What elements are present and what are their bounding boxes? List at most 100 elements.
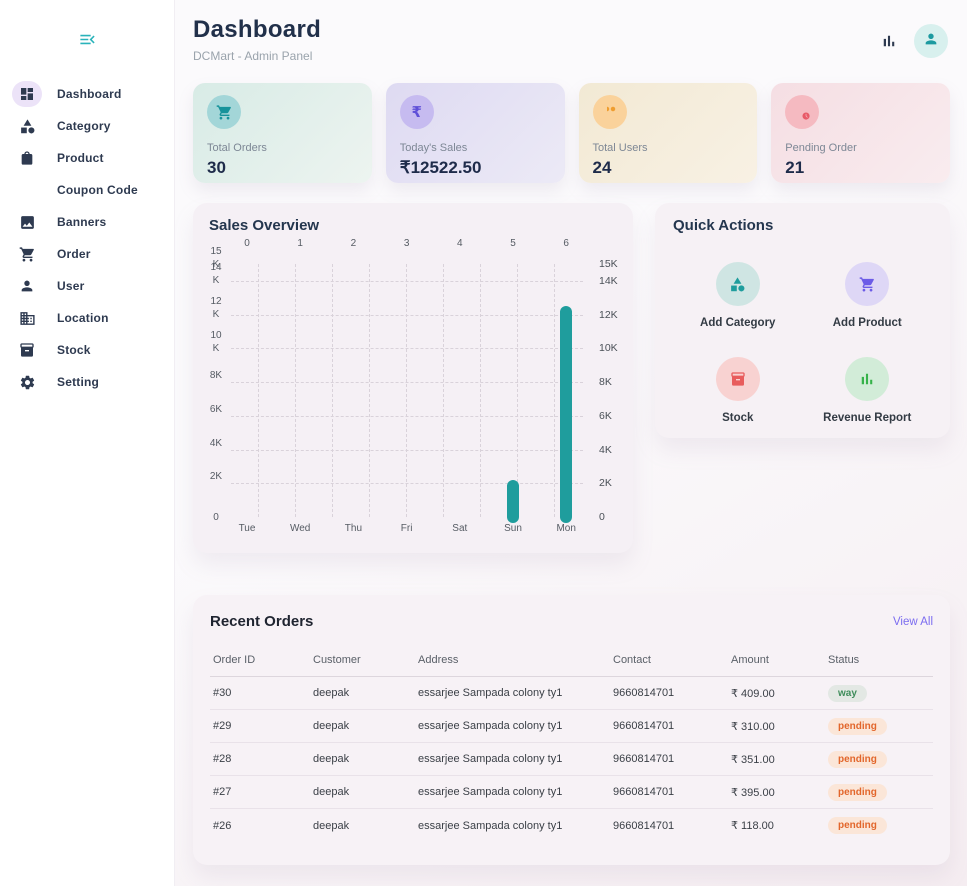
header-actions	[880, 24, 948, 58]
chart-plot-area	[231, 264, 583, 523]
recent-orders-card: Recent Orders View All Order ID Customer A…	[193, 595, 950, 865]
cell-amount: ₹ 395.00	[731, 786, 775, 799]
cell-address: essarjee Sampada colony ty1	[418, 753, 563, 765]
sidebar-item-label: User	[57, 279, 85, 293]
page-header: Dashboard DCMart - Admin Panel	[193, 0, 950, 71]
status-badge: pending	[828, 717, 887, 735]
sidebar-item-setting[interactable]: Setting	[0, 366, 175, 398]
top-axis-label: 1	[297, 238, 303, 249]
y-axis-label-right: 0	[599, 511, 605, 523]
sidebar-toggle-button[interactable]	[0, 30, 175, 54]
y-axis-label-left: 12K	[210, 296, 222, 321]
quick-action-stock[interactable]: Stock	[715, 357, 760, 424]
y-axis-label-left: 6K	[209, 403, 223, 415]
chart-bar-mon[interactable]	[560, 305, 573, 523]
cell-address: essarjee Sampada colony ty1	[418, 687, 563, 699]
table-row: #29 deepak essarjee Sampada colony ty1 9660…	[210, 710, 933, 743]
gridline	[231, 415, 583, 417]
stat-card-total-orders: Total Orders 30	[193, 83, 372, 183]
main-content: Dashboard DCMart - Admin Panel Total Ord…	[175, 0, 967, 886]
stat-label: Total Users	[592, 142, 648, 154]
y-axis-label-right: 8K	[599, 376, 612, 389]
location-icon	[12, 305, 42, 331]
sidebar-item-order[interactable]: Order	[0, 238, 175, 270]
column-header: Customer	[313, 654, 361, 666]
top-axis-label: 6	[563, 238, 569, 249]
column-header: Contact	[613, 654, 651, 666]
person-icon	[923, 31, 939, 52]
quick-action-add-product[interactable]: Add Product	[833, 262, 902, 329]
y-axis-label-right: 4K	[599, 443, 612, 456]
dashboard-icon	[12, 81, 42, 107]
recent-orders-title: Recent Orders	[210, 613, 314, 630]
cell-contact: 9660814701	[613, 819, 675, 832]
cell-contact: 9660814701	[613, 786, 675, 798]
x-axis-label: Wed	[289, 523, 311, 534]
table-row: #27 deepak essarjee Sampada colony ty1 9660…	[210, 776, 933, 809]
cell-address: essarjee Sampada colony ty1	[418, 786, 563, 798]
sidebar-item-user[interactable]: User	[0, 270, 175, 302]
cell-order_id: #26	[213, 819, 232, 832]
stat-value: 24	[592, 158, 612, 177]
stat-card-pending-order: Pending Order 21	[771, 83, 950, 183]
x-axis-label: Mon	[556, 523, 576, 534]
sidebar-item-dashboard[interactable]: Dashboard	[0, 78, 175, 110]
users-icon	[592, 95, 627, 129]
gridline	[443, 264, 444, 517]
stat-cards: Total Orders 30 ₹ Today's Sales ₹12522.50 Tot…	[193, 83, 950, 183]
quick-action-label: Stock	[722, 412, 754, 424]
y-axis-label-left: 14K	[210, 262, 222, 287]
view-all-link[interactable]: View All	[892, 615, 933, 628]
sales-overview-chart: 15K 15K 14K 14K 12K 12K 10K 10K 8K 8K 6K 6K 4K 4K 2K 2K…	[209, 238, 618, 538]
cell-customer: deepak	[313, 753, 350, 765]
gridline	[231, 348, 583, 350]
cell-order_id: #29	[213, 720, 232, 732]
stat-card-today's-sales: ₹ Today's Sales ₹12522.50	[385, 83, 565, 183]
sidebar-item-stock[interactable]: Stock	[0, 334, 175, 366]
y-axis-label-right: 10K	[599, 342, 618, 355]
table-header-row: Order ID Customer Address Contact Amount Stat…	[210, 644, 933, 677]
sidebar-item-label: Order	[57, 247, 91, 261]
column-header: Order ID	[213, 654, 256, 666]
cell-status: way	[828, 684, 933, 702]
cell-status: pending	[828, 750, 933, 768]
top-axis-label: 4	[457, 238, 463, 249]
gridline	[480, 264, 481, 517]
sidebar-item-product[interactable]: Product	[0, 142, 175, 174]
column-header: Amount	[731, 654, 769, 666]
quick-action-label: Add Category	[700, 317, 776, 329]
cell-order_id: #28	[213, 753, 232, 765]
stock-icon	[12, 337, 42, 363]
quick-action-revenue-report[interactable]: Revenue Report	[823, 357, 911, 424]
sidebar-item-coupon-code[interactable]: Coupon Code	[0, 174, 175, 206]
x-axis-label: Thu	[344, 523, 363, 534]
sidebar-item-banners[interactable]: Banners	[0, 206, 175, 238]
status-badge: pending	[828, 783, 887, 801]
bar-chart-icon[interactable]	[880, 32, 898, 50]
y-axis-label-right: 2K	[599, 477, 612, 490]
user-avatar[interactable]	[914, 24, 948, 58]
gridline	[231, 483, 583, 485]
product-icon	[12, 145, 42, 171]
sales-overview-title: Sales Overview	[209, 217, 320, 234]
x-axis-label: Tue	[238, 523, 256, 534]
bar-chart-icon	[845, 357, 890, 401]
sidebar-item-category[interactable]: Category	[0, 110, 175, 142]
coupon-icon	[12, 177, 42, 203]
chart-bar-sun[interactable]	[507, 479, 519, 523]
cell-customer: deepak	[313, 786, 350, 798]
quick-action-add-category[interactable]: Add Category	[700, 262, 775, 329]
cell-status: pending	[828, 817, 933, 834]
quick-action-label: Revenue Report	[823, 412, 912, 424]
cell-status: pending	[828, 783, 933, 801]
category-icon	[12, 113, 42, 139]
sidebar-item-label: Location	[57, 311, 109, 325]
stat-value: 21	[785, 158, 805, 177]
cell-contact: 9660814701	[613, 753, 675, 765]
sidebar-item-location[interactable]: Location	[0, 302, 175, 334]
sidebar-item-label: Category	[57, 119, 111, 133]
column-header: Address	[418, 654, 459, 666]
gridline	[231, 382, 583, 384]
y-axis-label-right: 6K	[599, 409, 612, 422]
x-axis-label: Sat	[452, 523, 468, 534]
